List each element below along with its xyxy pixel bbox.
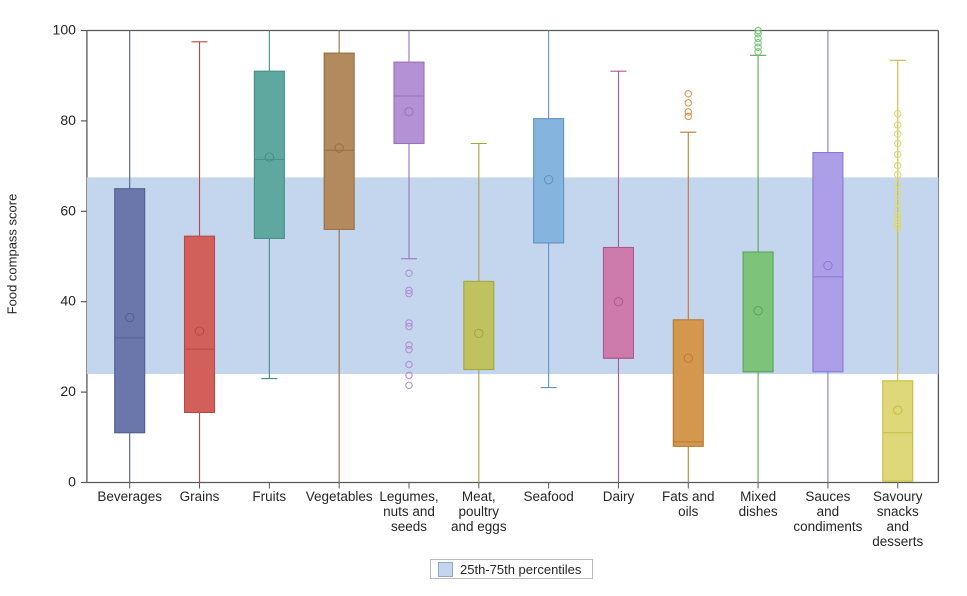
svg-text:100: 100 [53, 22, 77, 38]
svg-text:80: 80 [60, 112, 76, 128]
svg-text:40: 40 [60, 293, 76, 309]
svg-text:60: 60 [60, 202, 76, 218]
svg-text:20: 20 [60, 383, 76, 399]
svg-text:0: 0 [68, 474, 76, 490]
